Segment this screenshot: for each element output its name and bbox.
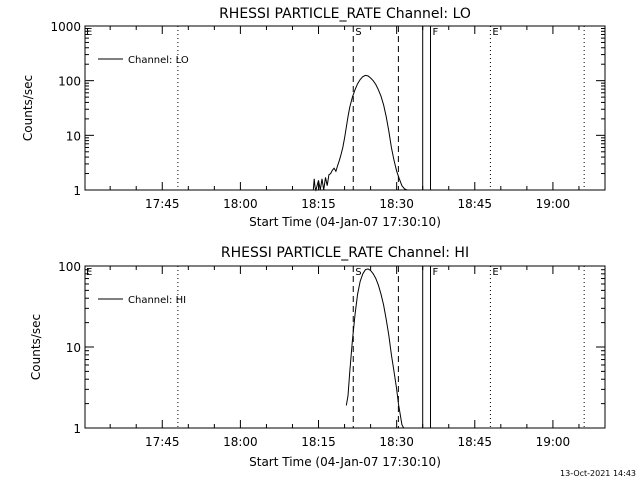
panel1-x-tick-label: 19:00	[536, 197, 571, 211]
panel1-event-marker-label: F	[433, 27, 439, 38]
panel1-x-tick-label: 18:45	[457, 197, 492, 211]
panel1-chart-title: RHESSI PARTICLE_RATE Channel: LO	[219, 6, 471, 22]
panel1-corner-label: E	[86, 27, 92, 38]
panel2-x-tick-label: 18:30	[379, 435, 414, 449]
panel1-plot-frame	[84, 25, 606, 191]
panel2-event-marker-label: S	[355, 267, 361, 278]
panel1-y-tick-label: 100	[58, 75, 81, 89]
panel1-x-tick-label: 17:45	[145, 197, 180, 211]
panel2-event-marker-label: F	[433, 267, 439, 278]
panel2-x-tick-label: 18:00	[223, 435, 258, 449]
panel2-y-tick-label: 10	[66, 341, 81, 355]
panel2-legend-label: Channel: HI	[128, 295, 186, 306]
panel2-x-tick-label: 17:45	[145, 435, 180, 449]
panel1-y-tick-label: 10	[66, 129, 81, 143]
timestamp-footer: 13-Oct-2021 14:43	[560, 469, 636, 478]
panel2-plot-frame	[84, 265, 606, 429]
panel2-y-axis-label: Counts/sec	[29, 314, 43, 380]
panel1-legend-label: Channel: LO	[128, 55, 189, 66]
panel2-corner-label: E	[86, 267, 92, 278]
panel1-x-tick-label: 18:30	[379, 197, 414, 211]
panel2-x-tick-label: 18:45	[457, 435, 492, 449]
panel2-event-marker-label: E	[492, 267, 498, 278]
panel1-y-tick-label: 1	[73, 184, 81, 198]
panel1-x-tick-label: 18:00	[223, 197, 258, 211]
panel1-x-tick-label: 18:15	[301, 197, 336, 211]
panel1-y-axis-label: Counts/sec	[21, 75, 35, 141]
panel2-y-tick-label: 100	[58, 260, 81, 274]
panel1-y-tick-label: 1000	[50, 20, 81, 34]
panel2-x-tick-label: 18:15	[301, 435, 336, 449]
panel1-series-line	[312, 74, 408, 192]
panel1-event-marker-label: E	[492, 27, 498, 38]
panel2-x-tick-label: 19:00	[536, 435, 571, 449]
panel1-x-axis-label: Start Time (04-Jan-07 17:30:10)	[249, 215, 441, 229]
panel2-chart-title: RHESSI PARTICLE_RATE Channel: HI	[221, 245, 469, 261]
panel1-event-marker-label: S	[355, 27, 361, 38]
panel2-x-axis-label: Start Time (04-Jan-07 17:30:10)	[249, 455, 441, 469]
panel2-y-tick-label: 1	[73, 422, 81, 436]
panel2-series-line	[345, 268, 405, 429]
